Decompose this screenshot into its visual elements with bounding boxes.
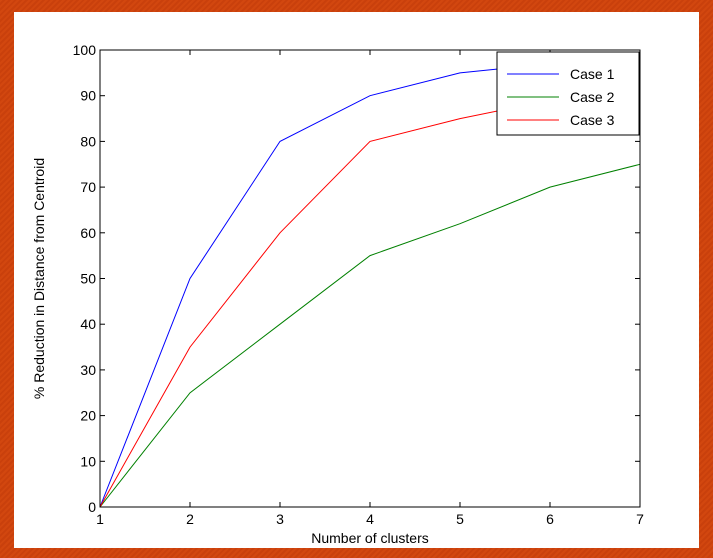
series-line-2: [99, 163, 641, 508]
y-tick-label: 90: [80, 88, 96, 104]
x-tick-label: 2: [186, 511, 194, 527]
y-tick-label: 60: [80, 225, 96, 241]
x-tick-label: 5: [456, 511, 464, 527]
chart-figure: 1 2 3 4 5 6 7 0 10 20 30 40 50 60 70 80 90 100 Number of …: [14, 12, 699, 548]
y-axis-label: % Reduction in Distance from Centroid: [31, 158, 47, 399]
legend-box: [496, 51, 640, 136]
legend-label: Case 3: [570, 112, 615, 128]
x-tick-label: 3: [276, 511, 284, 527]
series-line-3: [99, 86, 641, 508]
y-tick-label: 100: [73, 42, 97, 58]
legend-label: Case 2: [570, 89, 615, 105]
x-tick-label: 4: [366, 511, 374, 527]
y-tick-label: 10: [80, 453, 96, 469]
y-tick-label: 80: [80, 133, 96, 149]
y-tick-label: 0: [88, 499, 96, 515]
x-tick-label: 7: [636, 511, 644, 527]
legend-label: Case 1: [570, 66, 615, 82]
y-tick-label: 20: [80, 408, 96, 424]
y-tick-label: 50: [80, 271, 96, 287]
y-tick-label: 70: [80, 179, 96, 195]
x-axis-label: Number of clusters: [311, 530, 428, 546]
y-tick-label: 30: [80, 362, 96, 378]
x-tick-label: 6: [546, 511, 554, 527]
x-tick-label: 1: [96, 511, 104, 527]
legend: Case 1 Case 2 Case 3: [496, 51, 640, 136]
y-tick-label: 40: [80, 316, 96, 332]
